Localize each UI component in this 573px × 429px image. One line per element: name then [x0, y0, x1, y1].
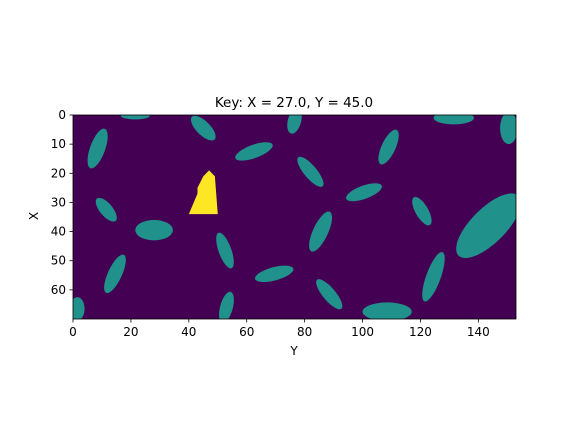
- y-tick-label: 30: [51, 195, 66, 209]
- chart-title: Key: X = 27.0, Y = 45.0: [215, 95, 373, 111]
- obstacle-11: [135, 219, 173, 241]
- y-axis-label: X: [27, 212, 41, 220]
- x-tick-label: 40: [181, 325, 196, 339]
- obstacle-21: [219, 291, 234, 319]
- heatmap-background: [73, 115, 516, 319]
- obstacle-3: [190, 115, 216, 141]
- obstacle-8: [433, 115, 475, 125]
- y-tick-label: 60: [51, 283, 66, 297]
- x-tick-label: 120: [409, 325, 432, 339]
- obstacle-1: [87, 128, 108, 169]
- obstacle-13: [412, 196, 432, 226]
- obstacle-22: [362, 302, 412, 319]
- heatmap-plot: [72, 114, 517, 320]
- y-tick-label: 50: [51, 254, 66, 268]
- y-tick-label: 20: [51, 166, 66, 180]
- obstacle-2: [120, 115, 150, 120]
- y-tick-label: 0: [58, 108, 66, 122]
- obstacle-16: [456, 193, 516, 259]
- x-tick-label: 100: [351, 325, 374, 339]
- x-axis: 0 20 40 60 80 100 120 140: [69, 319, 490, 339]
- obstacle-9: [500, 115, 516, 145]
- x-tick-label: 80: [297, 325, 312, 339]
- y-axis: 0 10 20 30 40 50 60: [51, 108, 73, 297]
- plot-frame: [72, 114, 517, 320]
- x-tick-label: 140: [467, 325, 490, 339]
- obstacle-20: [316, 279, 343, 310]
- obstacle-10: [95, 197, 117, 222]
- y-tick-label: 10: [51, 137, 66, 151]
- obstacle-5: [235, 142, 273, 161]
- obstacle-23: [73, 297, 85, 319]
- obstacle-17: [104, 254, 126, 294]
- obstacle-14: [309, 211, 333, 252]
- obstacle-12: [346, 183, 382, 202]
- obstacle-19: [422, 251, 445, 302]
- key-region: [188, 170, 218, 215]
- x-tick-label: 60: [239, 325, 254, 339]
- x-axis-label: Y: [289, 344, 298, 358]
- obstacle-7: [378, 129, 399, 165]
- obstacle-18: [255, 265, 294, 283]
- x-tick-label: 20: [123, 325, 138, 339]
- obstacle-4: [287, 115, 302, 134]
- x-tick-label: 0: [69, 325, 77, 339]
- obstacle-6: [297, 156, 324, 187]
- obstacle-15: [216, 232, 234, 269]
- y-tick-label: 40: [51, 225, 66, 239]
